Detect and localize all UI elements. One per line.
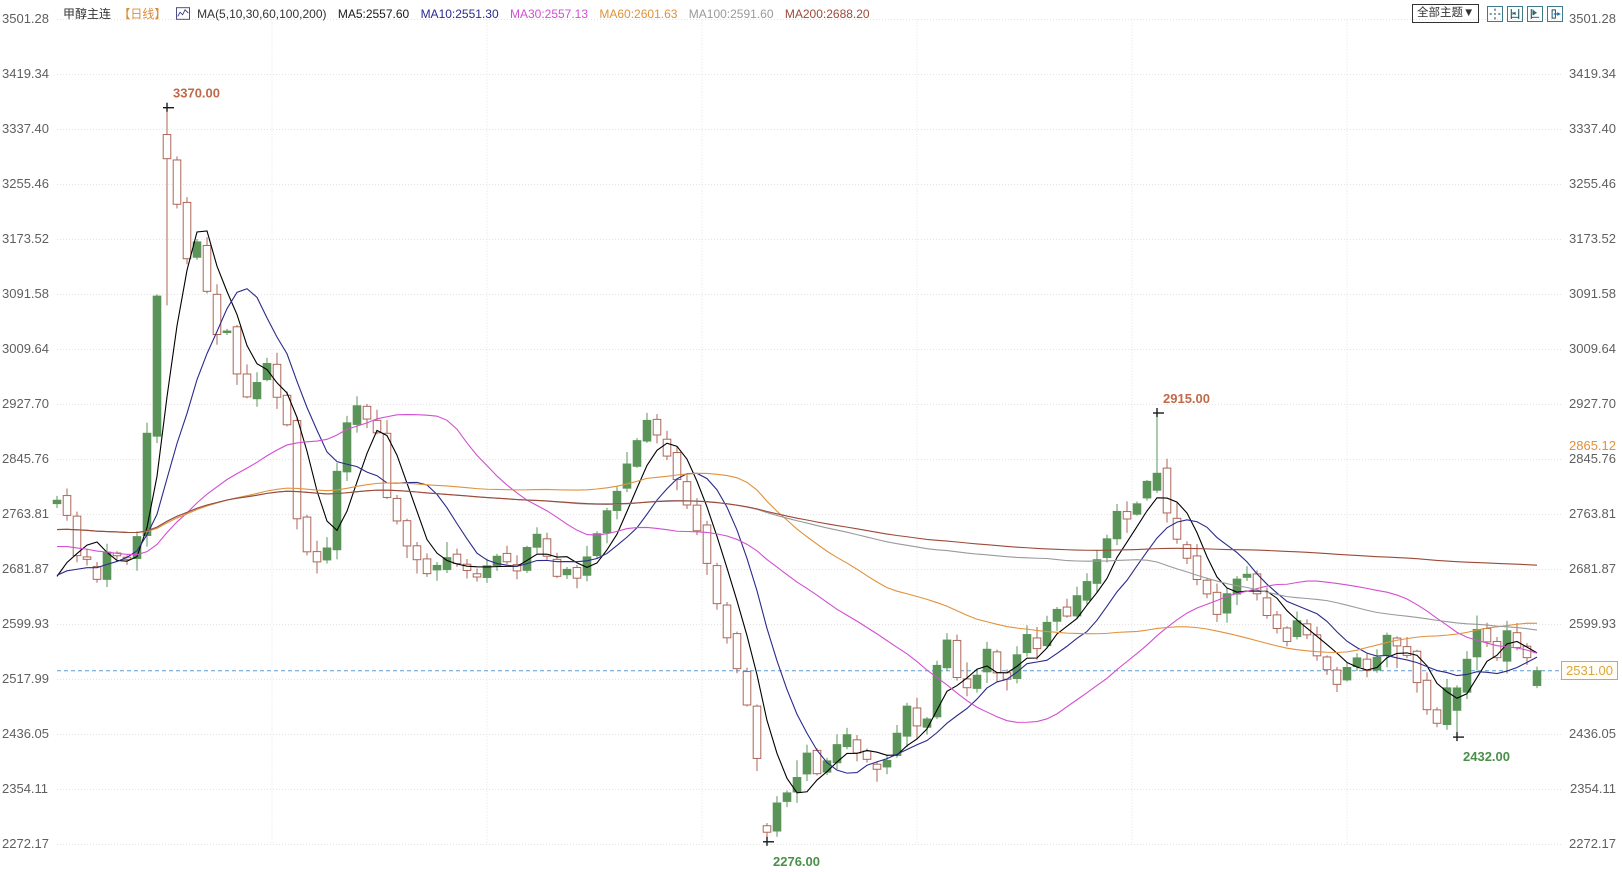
svg-text:2432.00: 2432.00 bbox=[1463, 749, 1510, 764]
svg-text:2276.00: 2276.00 bbox=[773, 854, 820, 869]
svg-text:2915.00: 2915.00 bbox=[1163, 391, 1210, 406]
svg-text:3370.00: 3370.00 bbox=[173, 86, 220, 101]
